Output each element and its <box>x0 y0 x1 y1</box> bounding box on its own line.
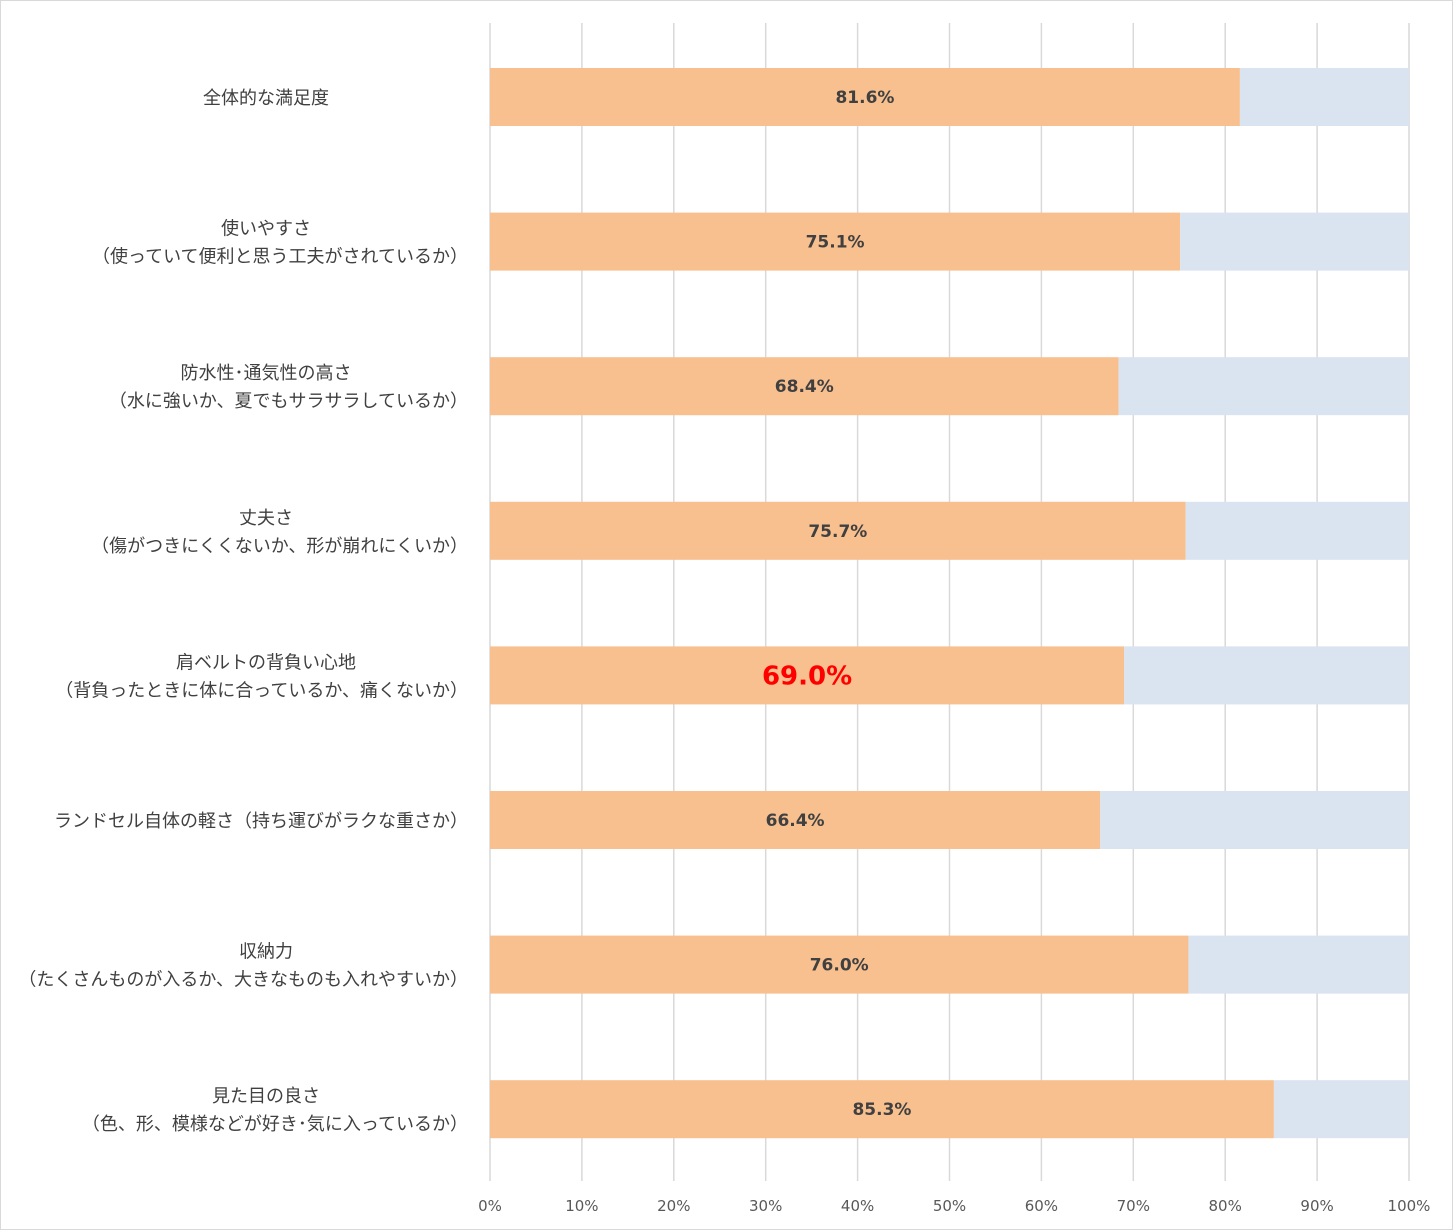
category-label: 全体的な満足度 <box>203 88 329 109</box>
category-label: （水に強いか、夏でもサラサラしているか） <box>109 391 468 412</box>
category-label: 丈夫さ <box>239 508 293 529</box>
bar-segment-remainder <box>1100 791 1409 849</box>
data-label: 76.0% <box>810 956 869 976</box>
x-tick-label: 30% <box>749 1197 782 1215</box>
category-label: 収納力 <box>239 942 293 963</box>
data-label: 69.0% <box>762 661 852 691</box>
bar-segment-primary <box>490 68 1240 126</box>
category-label: 使いやすさ <box>221 219 311 240</box>
data-label: 66.4% <box>766 811 825 831</box>
bar-segment-remainder <box>1239 68 1409 126</box>
x-tick-label: 90% <box>1300 1197 1333 1215</box>
bar-segment-remainder <box>1188 935 1409 994</box>
x-tick-label: 60% <box>1025 1197 1058 1215</box>
bar-segment-primary <box>490 357 1119 416</box>
bar-segment-primary <box>490 935 1189 994</box>
x-tick-label: 50% <box>933 1197 966 1215</box>
data-label: 85.3% <box>852 1100 911 1120</box>
x-tick-label: 100% <box>1388 1197 1431 1215</box>
x-tick-label: 40% <box>841 1197 874 1215</box>
bar-segment-remainder <box>1273 1080 1409 1139</box>
category-label: 肩ベルトの背負い心地 <box>176 652 356 673</box>
category-label: 防水性･通気性の高さ <box>181 363 352 384</box>
bar-segment-remainder <box>1185 501 1409 560</box>
data-label: 68.4% <box>775 377 834 397</box>
x-tick-label: 0% <box>478 1197 502 1215</box>
x-tick-label: 70% <box>1117 1197 1150 1215</box>
category-label: （傷がつきにくくないか、形が崩れにくいか） <box>91 536 468 557</box>
bar-segment-primary <box>490 501 1186 560</box>
x-tick-label: 10% <box>565 1197 598 1215</box>
bar-segment-primary <box>490 212 1181 271</box>
bar-segment-remainder <box>1180 212 1409 271</box>
bar-segment-primary <box>490 646 1125 705</box>
data-label: 75.1% <box>806 233 865 253</box>
x-tick-label: 20% <box>657 1197 690 1215</box>
category-label: （たくさんものが入るか、大きなものも入れやすいか） <box>18 970 468 991</box>
data-label: 75.7% <box>808 522 867 542</box>
category-label: （使っていて便利と思う工夫がされているか） <box>92 247 468 268</box>
bar-segment-primary <box>490 1080 1274 1139</box>
x-tick-label: 80% <box>1209 1197 1242 1215</box>
data-label: 81.6% <box>835 88 894 108</box>
bar-segment-primary <box>490 791 1101 849</box>
category-label: 見た目の良さ <box>212 1086 320 1107</box>
category-label: （背負ったときに体に合っているか、痛くないか） <box>55 680 468 701</box>
category-label: （色、形、模様などが好き･気に入っているか） <box>82 1114 468 1135</box>
bar-segment-remainder <box>1124 646 1409 705</box>
bar-segment-remainder <box>1118 357 1409 416</box>
category-label: ランドセル自体の軽さ（持ち運びがラクな重さか） <box>54 811 468 832</box>
